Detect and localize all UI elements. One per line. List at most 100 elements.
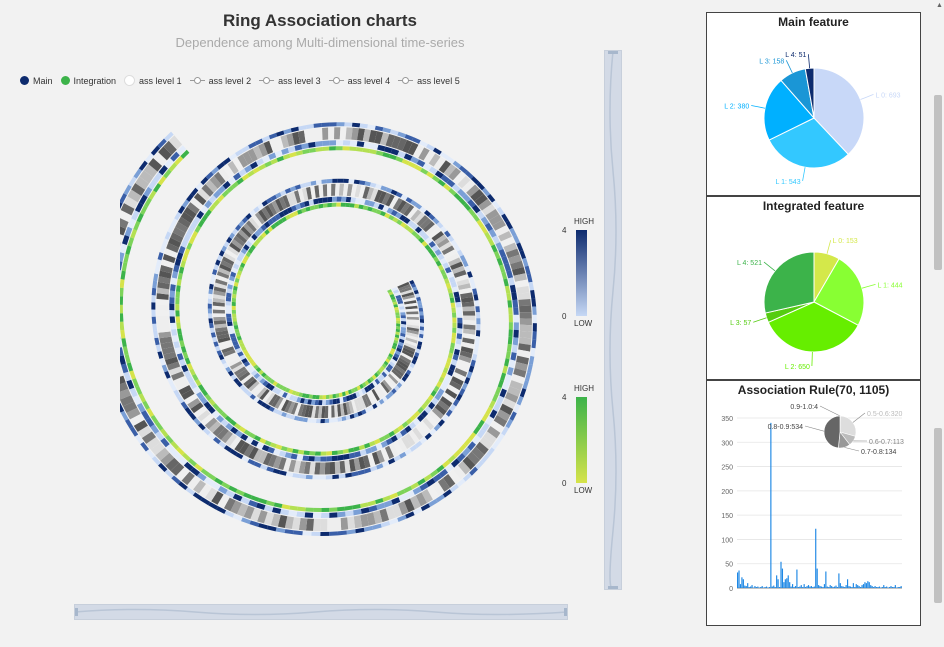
bar[interactable]: [854, 587, 856, 588]
bar[interactable]: [780, 561, 782, 588]
bar[interactable]: [835, 585, 837, 588]
bar[interactable]: [760, 587, 762, 588]
bar[interactable]: [809, 586, 811, 588]
bar[interactable]: [874, 586, 876, 588]
bar[interactable]: [742, 579, 744, 588]
bar[interactable]: [848, 586, 850, 588]
horizontal-zoom-handle-left[interactable]: [75, 608, 78, 616]
bar[interactable]: [861, 585, 863, 588]
bar[interactable]: [789, 582, 791, 588]
bar[interactable]: [858, 586, 860, 588]
bar[interactable]: [875, 587, 878, 588]
horizontal-zoom-handle-right[interactable]: [564, 608, 567, 616]
bar[interactable]: [871, 586, 873, 588]
association-bar-chart[interactable]: 0501001502002503003500.9-1.0:40.5-0.6:32…: [707, 381, 920, 625]
bar[interactable]: [847, 579, 849, 588]
horizontal-zoom-slider[interactable]: [74, 604, 568, 620]
bar[interactable]: [893, 587, 895, 588]
bar[interactable]: [833, 586, 836, 588]
bar[interactable]: [773, 585, 775, 588]
bar[interactable]: [754, 586, 756, 588]
bar[interactable]: [774, 587, 776, 588]
bar[interactable]: [888, 587, 891, 588]
bar[interactable]: [787, 575, 789, 588]
bar[interactable]: [868, 582, 870, 588]
bar[interactable]: [786, 578, 788, 588]
legend-item[interactable]: ass level 1: [124, 75, 182, 86]
bar[interactable]: [794, 586, 797, 588]
vertical-zoom-handle-bottom[interactable]: [608, 586, 618, 589]
bar[interactable]: [900, 586, 902, 588]
bar[interactable]: [862, 584, 865, 588]
bar[interactable]: [828, 587, 830, 588]
vertical-zoom-handle-top[interactable]: [608, 51, 618, 54]
legend-item[interactable]: ass level 3: [259, 76, 321, 86]
bar[interactable]: [737, 572, 739, 588]
bar[interactable]: [838, 573, 840, 588]
bar[interactable]: [792, 584, 794, 588]
bar[interactable]: [891, 587, 894, 588]
scrollbar-thumb-top[interactable]: [934, 95, 942, 270]
bar[interactable]: [813, 586, 815, 588]
bar[interactable]: [783, 582, 785, 588]
bar[interactable]: [836, 587, 839, 588]
bar[interactable]: [873, 587, 875, 588]
bar[interactable]: [778, 587, 781, 588]
legend-item[interactable]: ass level 2: [189, 76, 251, 86]
bar[interactable]: [870, 585, 872, 588]
legend-item[interactable]: Main: [20, 76, 53, 86]
bar[interactable]: [797, 587, 799, 588]
bar[interactable]: [831, 586, 833, 588]
bar[interactable]: [765, 586, 768, 588]
bar[interactable]: [825, 571, 827, 588]
bar[interactable]: [739, 584, 742, 588]
bar[interactable]: [826, 586, 828, 588]
bar[interactable]: [745, 586, 747, 588]
bar[interactable]: [741, 577, 743, 588]
bar[interactable]: [751, 585, 753, 588]
bar[interactable]: [820, 586, 823, 588]
bar[interactable]: [877, 587, 879, 588]
bar[interactable]: [881, 587, 883, 588]
bar[interactable]: [771, 586, 773, 588]
scroll-up-icon[interactable]: ▲: [936, 2, 943, 9]
bar[interactable]: [803, 584, 805, 588]
bar[interactable]: [851, 587, 853, 588]
bar[interactable]: [810, 586, 812, 588]
bar[interactable]: [849, 586, 852, 588]
bar[interactable]: [860, 587, 862, 588]
bar[interactable]: [738, 570, 740, 588]
bar[interactable]: [844, 587, 846, 588]
bar[interactable]: [878, 586, 880, 588]
bar[interactable]: [744, 585, 746, 588]
bar[interactable]: [852, 583, 854, 588]
legend-item[interactable]: ass level 5: [398, 76, 460, 86]
bar[interactable]: [839, 583, 841, 588]
bar[interactable]: [807, 585, 810, 588]
vertical-zoom-slider[interactable]: [604, 50, 622, 590]
bar[interactable]: [899, 587, 901, 588]
bar[interactable]: [748, 587, 750, 588]
bar[interactable]: [790, 586, 792, 588]
bar[interactable]: [867, 581, 869, 588]
bar[interactable]: [845, 585, 847, 588]
ratio-pie-slice[interactable]: [839, 415, 857, 437]
bar[interactable]: [832, 587, 834, 588]
bar[interactable]: [829, 585, 831, 588]
bar[interactable]: [857, 585, 859, 588]
bar[interactable]: [747, 583, 749, 588]
bar[interactable]: [886, 586, 888, 588]
bar[interactable]: [894, 585, 896, 588]
bar[interactable]: [815, 528, 817, 588]
bar[interactable]: [776, 575, 778, 588]
pie-slice[interactable]: [804, 67, 815, 119]
bar[interactable]: [855, 584, 857, 588]
bar[interactable]: [864, 582, 866, 588]
bar[interactable]: [841, 586, 843, 588]
legend-item[interactable]: ass level 4: [328, 76, 390, 86]
visual-map-main-gradient[interactable]: [576, 230, 587, 316]
pie-slice[interactable]: [767, 301, 859, 353]
bar[interactable]: [755, 587, 757, 588]
pie-slice[interactable]: [813, 258, 865, 326]
